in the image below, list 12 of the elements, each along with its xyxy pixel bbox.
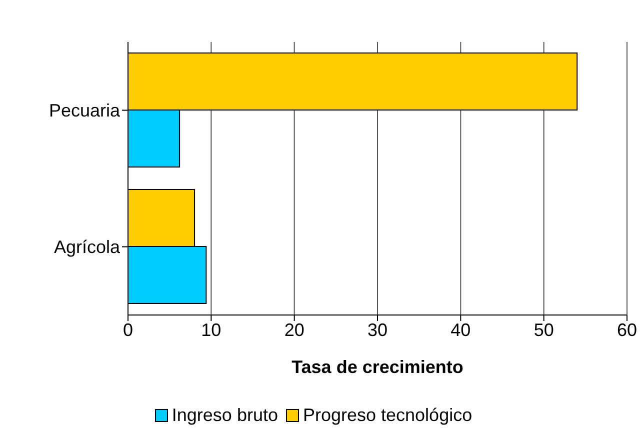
x-tick-label: 40: [450, 320, 471, 340]
x-tick-label: 10: [201, 320, 222, 340]
legend-label: Progreso tecnológico: [302, 405, 472, 426]
x-tick-label: 20: [284, 320, 304, 340]
x-tick-label: 0: [122, 320, 134, 340]
y-tick-label: Agrícola: [54, 237, 121, 258]
x-tick-label: 30: [367, 320, 388, 340]
legend-label: Ingreso bruto: [170, 405, 278, 426]
x-axis-title: Tasa de crecimiento: [292, 356, 464, 377]
y-tick-label: Pecuaria: [48, 100, 121, 121]
x-tick-label: 60: [616, 320, 638, 340]
x-tick-label: 50: [534, 320, 554, 340]
